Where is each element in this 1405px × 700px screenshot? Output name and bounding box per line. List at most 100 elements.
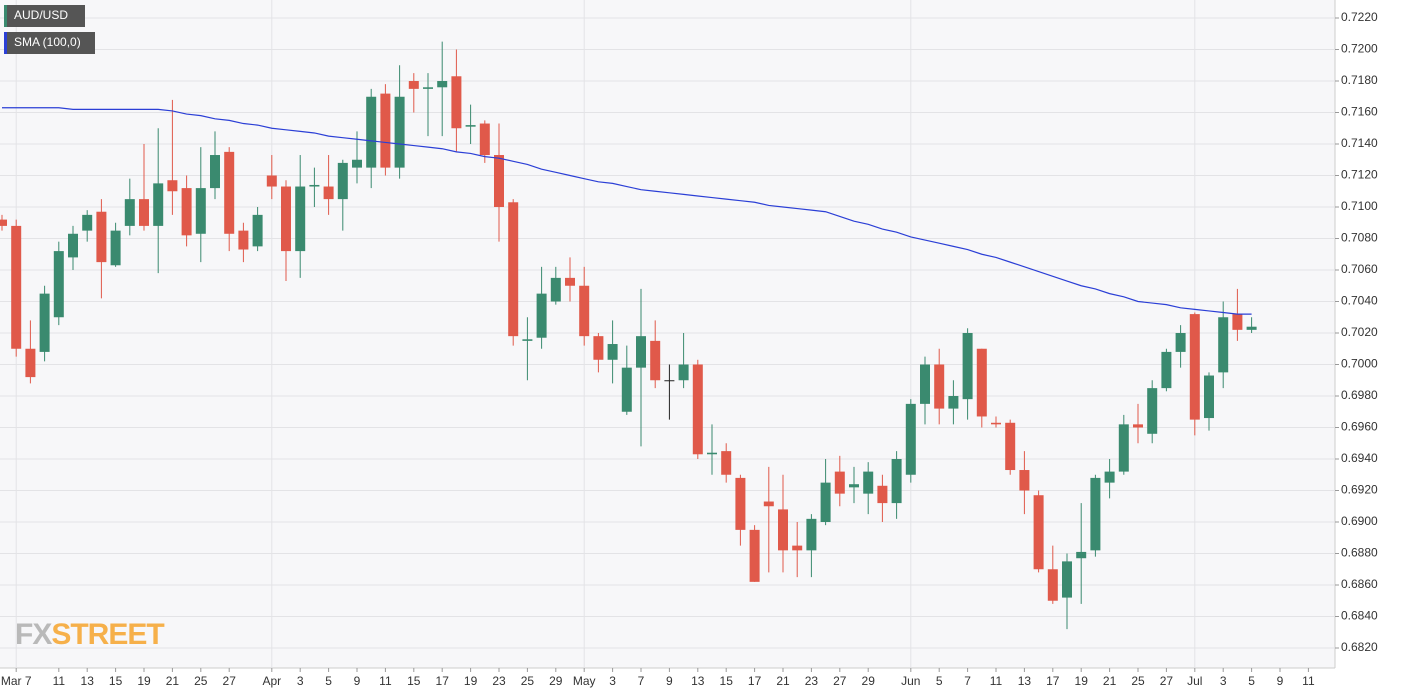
candle-body bbox=[1161, 351, 1172, 389]
candle-body bbox=[792, 545, 803, 551]
watermark-left: FX bbox=[15, 618, 52, 651]
candle-body bbox=[863, 471, 874, 494]
candle-body bbox=[1204, 375, 1214, 419]
candle-body bbox=[366, 96, 377, 168]
x-tick-label: 15 bbox=[407, 674, 421, 688]
candle-body bbox=[962, 333, 973, 400]
candle-body bbox=[735, 477, 746, 530]
candle-body bbox=[323, 186, 334, 200]
x-tick-label: 11 bbox=[53, 674, 66, 688]
candle-body bbox=[763, 501, 774, 507]
candle-body bbox=[465, 125, 476, 127]
candle-body bbox=[309, 184, 320, 187]
candle-body bbox=[1005, 422, 1016, 471]
candle-body bbox=[650, 340, 661, 381]
x-tick-label: Jul bbox=[1187, 674, 1202, 688]
candle-body bbox=[1104, 471, 1115, 483]
candle-body bbox=[451, 76, 462, 129]
candle-body bbox=[593, 336, 604, 360]
candle-body bbox=[96, 211, 107, 263]
x-tick-label: 15 bbox=[109, 674, 123, 688]
candle-body bbox=[1062, 561, 1072, 598]
x-tick-label: 17 bbox=[1046, 674, 1060, 688]
x-tick-label: 5 bbox=[936, 674, 943, 688]
candle-body bbox=[1033, 495, 1044, 570]
y-tick-label: 0.7040 bbox=[1341, 294, 1378, 308]
candle-body bbox=[579, 285, 590, 337]
x-tick-label: Mar 7 bbox=[1, 674, 32, 688]
x-tick-label: 11 bbox=[990, 674, 1003, 688]
x-tick-label: 7 bbox=[638, 674, 645, 688]
x-tick-label: 9 bbox=[354, 674, 361, 688]
x-tick-label: Jun bbox=[901, 674, 920, 688]
x-tick-label: 27 bbox=[223, 674, 237, 688]
candle-body bbox=[976, 348, 987, 417]
legend-swatch bbox=[4, 32, 7, 54]
candle-body bbox=[1232, 314, 1243, 330]
candle-body bbox=[565, 277, 575, 286]
candle-body bbox=[1133, 424, 1143, 428]
x-tick-label: 25 bbox=[1131, 674, 1145, 688]
candle-body bbox=[948, 396, 959, 409]
candle-body bbox=[905, 403, 916, 475]
x-tick-label: 29 bbox=[549, 674, 563, 688]
candle-body bbox=[721, 451, 732, 475]
candle-body bbox=[1175, 333, 1186, 352]
y-tick-label: 0.7200 bbox=[1341, 42, 1378, 56]
x-tick-label: 7 bbox=[964, 674, 971, 688]
x-tick-label: 19 bbox=[137, 674, 151, 688]
y-tick-label: 0.7160 bbox=[1341, 105, 1378, 119]
candle-body bbox=[934, 364, 945, 409]
candle-body bbox=[25, 348, 36, 378]
candle-body bbox=[224, 151, 235, 234]
x-tick-label: 15 bbox=[720, 674, 734, 688]
candle-body bbox=[494, 155, 504, 207]
y-tick-label: 0.7000 bbox=[1341, 357, 1378, 371]
candle-body bbox=[1019, 470, 1030, 491]
legend-label: SMA (100,0) bbox=[14, 35, 81, 49]
candle-body bbox=[1189, 314, 1200, 420]
candle-body bbox=[167, 180, 178, 192]
y-tick-label: 0.7080 bbox=[1341, 231, 1378, 245]
candle-body bbox=[1047, 569, 1058, 601]
candle-body bbox=[337, 162, 348, 200]
candle-body bbox=[295, 186, 306, 252]
x-tick-label: 25 bbox=[194, 674, 208, 688]
candle-body bbox=[806, 518, 817, 551]
x-tick-label: Apr bbox=[262, 674, 281, 688]
candle-body bbox=[877, 485, 888, 504]
candle-body bbox=[266, 175, 277, 187]
candle-body bbox=[749, 529, 760, 582]
candle-body bbox=[891, 459, 902, 504]
x-tick-label: 23 bbox=[805, 674, 819, 688]
candle-body bbox=[437, 81, 448, 88]
x-tick-label: 27 bbox=[1160, 674, 1174, 688]
x-tick-label: May bbox=[573, 674, 596, 688]
candle-body bbox=[252, 214, 263, 247]
candle-body bbox=[479, 123, 490, 156]
candle-body bbox=[423, 87, 433, 89]
y-tick-label: 0.6880 bbox=[1341, 546, 1378, 560]
x-tick-label: 13 bbox=[1018, 674, 1032, 688]
candle-body bbox=[153, 183, 164, 226]
x-tick-label: 13 bbox=[691, 674, 705, 688]
candle-body bbox=[550, 277, 561, 302]
x-tick-label: 25 bbox=[521, 674, 535, 688]
legend: AUD/USD SMA (100,0) bbox=[4, 5, 95, 54]
x-tick-label: 9 bbox=[1277, 674, 1284, 688]
y-tick-label: 0.6960 bbox=[1341, 420, 1378, 434]
y-tick-label: 0.7060 bbox=[1341, 262, 1378, 276]
y-tick-label: 0.6980 bbox=[1341, 388, 1378, 402]
y-tick-label: 0.6860 bbox=[1341, 577, 1378, 591]
plot-area bbox=[0, 0, 1335, 668]
candle-body bbox=[636, 336, 646, 368]
x-tick-label: 3 bbox=[297, 674, 304, 688]
x-tick-label: 17 bbox=[748, 674, 762, 688]
watermark: FXSTREET bbox=[15, 618, 164, 651]
grid bbox=[0, 0, 1339, 672]
candle-body bbox=[39, 293, 50, 352]
x-tick-label: 21 bbox=[776, 674, 790, 688]
candle-body bbox=[238, 230, 249, 250]
candle-body bbox=[110, 230, 121, 266]
